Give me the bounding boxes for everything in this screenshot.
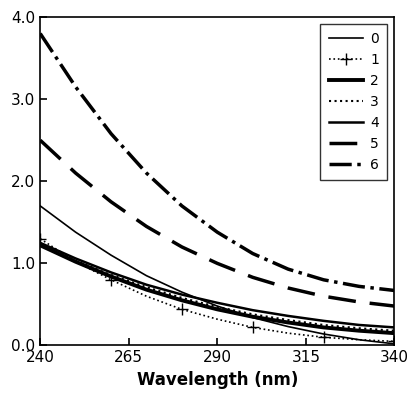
6 — [73, 84, 78, 89]
5 — [144, 224, 149, 229]
5 — [321, 294, 326, 299]
6 — [392, 288, 397, 293]
1 — [144, 294, 149, 299]
3 — [108, 272, 113, 277]
0 — [250, 315, 255, 320]
2 — [108, 274, 113, 279]
0 — [392, 342, 397, 346]
0 — [215, 304, 220, 308]
Line: 2: 2 — [40, 245, 394, 333]
1 — [38, 236, 43, 241]
4 — [144, 282, 149, 287]
5 — [250, 275, 255, 280]
3 — [357, 326, 362, 331]
2 — [179, 298, 184, 303]
1 — [250, 325, 255, 330]
2 — [215, 307, 220, 312]
2 — [357, 328, 362, 333]
6 — [357, 284, 362, 289]
2 — [250, 314, 255, 319]
1 — [179, 307, 184, 312]
0 — [38, 204, 43, 208]
Legend: 0, 1, 2, 3, 4, 5, 6: 0, 1, 2, 3, 4, 5, 6 — [320, 24, 387, 180]
0 — [73, 230, 78, 234]
X-axis label: Wavelength (nm): Wavelength (nm) — [136, 371, 298, 389]
5 — [179, 244, 184, 249]
2 — [392, 331, 397, 336]
3 — [144, 285, 149, 290]
3 — [215, 304, 220, 309]
4 — [179, 292, 184, 297]
1 — [108, 278, 113, 282]
5 — [108, 200, 113, 204]
Line: 3: 3 — [40, 244, 394, 331]
4 — [108, 270, 113, 275]
5 — [73, 171, 78, 176]
6 — [38, 31, 43, 36]
4 — [286, 314, 291, 318]
0 — [108, 253, 113, 258]
6 — [286, 267, 291, 272]
3 — [392, 328, 397, 333]
0 — [144, 273, 149, 278]
1 — [215, 317, 220, 322]
Line: 6: 6 — [40, 34, 394, 290]
4 — [321, 318, 326, 323]
2 — [286, 320, 291, 325]
3 — [179, 296, 184, 300]
3 — [73, 258, 78, 263]
2 — [38, 243, 43, 248]
4 — [392, 325, 397, 330]
1 — [321, 335, 326, 340]
1 — [73, 259, 78, 264]
6 — [179, 204, 184, 208]
5 — [357, 300, 362, 304]
1 — [286, 331, 291, 336]
Line: 5: 5 — [40, 140, 394, 306]
4 — [215, 300, 220, 305]
2 — [144, 287, 149, 292]
0 — [286, 324, 291, 329]
4 — [357, 322, 362, 327]
Line: 1: 1 — [35, 233, 400, 347]
3 — [38, 242, 43, 247]
3 — [286, 318, 291, 322]
1 — [392, 339, 397, 344]
6 — [108, 131, 113, 136]
Line: 0: 0 — [40, 206, 394, 344]
1 — [357, 337, 362, 342]
0 — [179, 290, 184, 294]
6 — [144, 171, 149, 176]
6 — [215, 230, 220, 234]
4 — [73, 256, 78, 261]
Line: 4: 4 — [40, 243, 394, 328]
3 — [250, 312, 255, 317]
2 — [73, 259, 78, 264]
0 — [357, 337, 362, 342]
2 — [321, 325, 326, 330]
4 — [250, 308, 255, 312]
5 — [38, 138, 43, 143]
3 — [321, 322, 326, 327]
4 — [38, 240, 43, 245]
0 — [321, 332, 326, 336]
5 — [215, 261, 220, 266]
6 — [321, 278, 326, 282]
6 — [250, 251, 255, 256]
5 — [392, 304, 397, 308]
5 — [286, 286, 291, 290]
